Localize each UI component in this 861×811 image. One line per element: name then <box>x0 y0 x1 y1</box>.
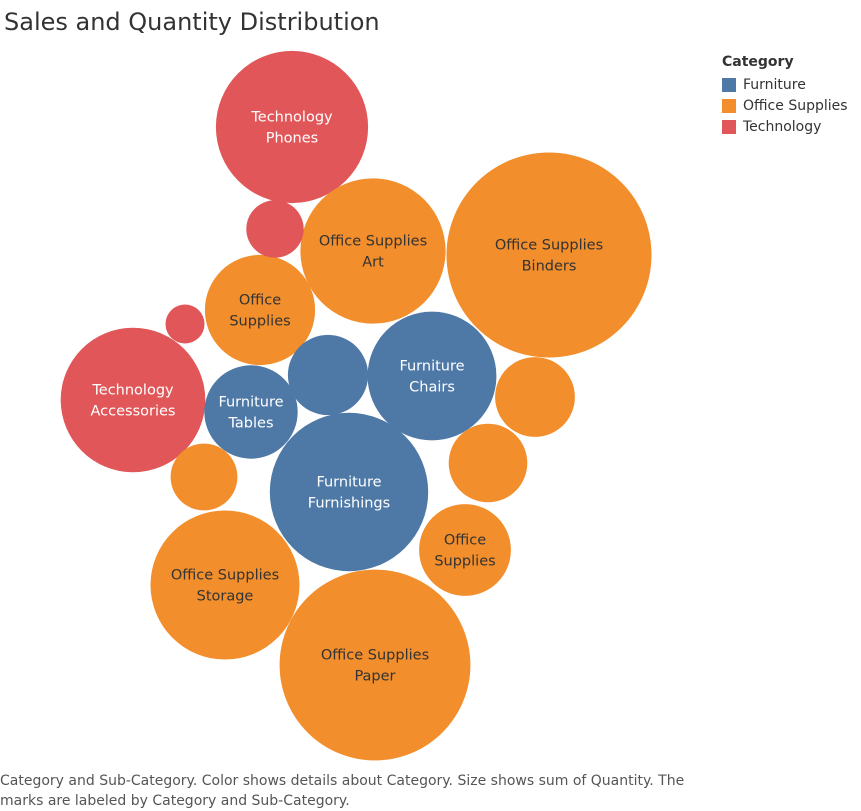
bubble-office-supplies-12[interactable] <box>495 357 575 437</box>
bubble-office-supplies-paper[interactable]: Office Supplies Paper <box>279 569 471 761</box>
bubble-office-supplies-8[interactable]: Office Supplies <box>204 254 316 366</box>
bubble-office-supplies-binders-circle[interactable] <box>446 152 652 358</box>
bubble-technology-15-circle[interactable] <box>246 200 304 258</box>
bubble-technology-accessories-label-1: Accessories <box>91 404 176 420</box>
bubble-office-supplies-13[interactable] <box>448 423 528 503</box>
bubble-office-supplies-10-circle[interactable] <box>419 504 511 596</box>
chart-caption: Category and Sub-Category. Color shows d… <box>0 773 685 809</box>
bubble-office-supplies-storage-label-0: Office Supplies <box>171 568 279 584</box>
legend: Category Furniture Office Supplies Techn… <box>722 54 848 137</box>
chart-title: Sales and Quantity Distribution <box>4 8 380 36</box>
bubble-furniture-tables-label-0: Furniture <box>218 395 283 411</box>
bubble-office-supplies-13-circle[interactable] <box>448 423 528 503</box>
bubble-chart: Office Supplies Binders Office Supplies Pap… <box>60 50 652 761</box>
legend-item-technology[interactable]: Technology <box>722 116 848 137</box>
bubble-office-supplies-art-label-0: Office Supplies <box>319 234 427 250</box>
legend-label-office-supplies: Office Supplies <box>743 97 848 114</box>
bubble-office-supplies-art-label-1: Art <box>362 255 384 271</box>
bubble-office-supplies-10-label-0: Office <box>444 533 486 549</box>
legend-label-technology: Technology <box>743 118 822 135</box>
bubble-furniture-furnishings-label-0: Furniture <box>316 475 381 491</box>
bubble-technology-15[interactable] <box>246 200 304 258</box>
bubble-office-supplies-art-circle[interactable] <box>300 178 446 324</box>
bubble-office-supplies-14[interactable] <box>170 443 238 511</box>
legend-swatch-technology <box>722 119 736 134</box>
bubble-office-supplies-12-circle[interactable] <box>495 357 575 437</box>
bubble-technology-accessories-circle[interactable] <box>60 327 206 473</box>
bubble-technology-phones[interactable]: Technology Phones <box>215 50 369 204</box>
bubble-furniture-furnishings-label-1: Furnishings <box>308 496 390 512</box>
bubble-furniture-chairs-label-0: Furniture <box>399 359 464 375</box>
bubble-office-supplies-binders-label-1: Binders <box>522 259 577 275</box>
bubble-furniture-11-circle[interactable] <box>287 334 369 416</box>
bubble-technology-16-circle[interactable] <box>165 304 205 344</box>
legend-item-office-supplies[interactable]: Office Supplies <box>722 95 848 116</box>
bubble-office-supplies-14-circle[interactable] <box>170 443 238 511</box>
bubble-office-supplies-paper-label-1: Paper <box>354 669 395 685</box>
bubble-office-supplies-binders[interactable]: Office Supplies Binders <box>446 152 652 358</box>
bubble-office-supplies-8-label-0: Office <box>239 293 281 309</box>
bubble-furniture-tables-label-1: Tables <box>227 416 273 432</box>
bubble-office-supplies-storage-circle[interactable] <box>150 510 300 660</box>
bubble-furniture-chairs[interactable]: Furniture Chairs <box>367 311 497 441</box>
bubble-office-supplies-10[interactable]: Office Supplies <box>419 504 511 596</box>
legend-item-furniture[interactable]: Furniture <box>722 74 848 95</box>
bubble-office-supplies-paper-circle[interactable] <box>279 569 471 761</box>
legend-label-furniture: Furniture <box>743 76 806 93</box>
bubble-technology-phones-label-1: Phones <box>266 131 318 147</box>
bubble-furniture-chairs-circle[interactable] <box>367 311 497 441</box>
bubble-furniture-11[interactable] <box>287 334 369 416</box>
bubble-furniture-chairs-label-1: Chairs <box>409 380 455 396</box>
bubble-technology-16[interactable] <box>165 304 205 344</box>
bubble-technology-phones-circle[interactable] <box>215 50 369 204</box>
bubble-office-supplies-storage-label-1: Storage <box>197 589 254 605</box>
bubble-technology-phones-label-0: Technology <box>250 110 333 126</box>
legend-title: Category <box>722 54 794 70</box>
legend-swatch-office-supplies <box>722 98 736 113</box>
bubble-office-supplies-10-label-1: Supplies <box>434 554 495 570</box>
legend-swatch-furniture <box>722 77 736 92</box>
bubble-technology-accessories-label-0: Technology <box>91 383 174 399</box>
bubble-furniture-tables[interactable]: Furniture Tables <box>204 365 298 459</box>
bubble-furniture-tables-circle[interactable] <box>204 365 298 459</box>
bubble-furniture-furnishings[interactable]: Furniture Furnishings <box>269 412 429 572</box>
bubble-office-supplies-8-circle[interactable] <box>204 254 316 366</box>
bubble-office-supplies-paper-label-0: Office Supplies <box>321 648 429 664</box>
bubble-office-supplies-binders-label-0: Office Supplies <box>495 238 603 254</box>
bubble-office-supplies-storage[interactable]: Office Supplies Storage <box>150 510 300 660</box>
bubble-office-supplies-8-label-1: Supplies <box>229 314 290 330</box>
bubble-technology-accessories[interactable]: Technology Accessories <box>60 327 206 473</box>
bubble-furniture-furnishings-circle[interactable] <box>269 412 429 572</box>
bubble-office-supplies-art[interactable]: Office Supplies Art <box>300 178 446 324</box>
